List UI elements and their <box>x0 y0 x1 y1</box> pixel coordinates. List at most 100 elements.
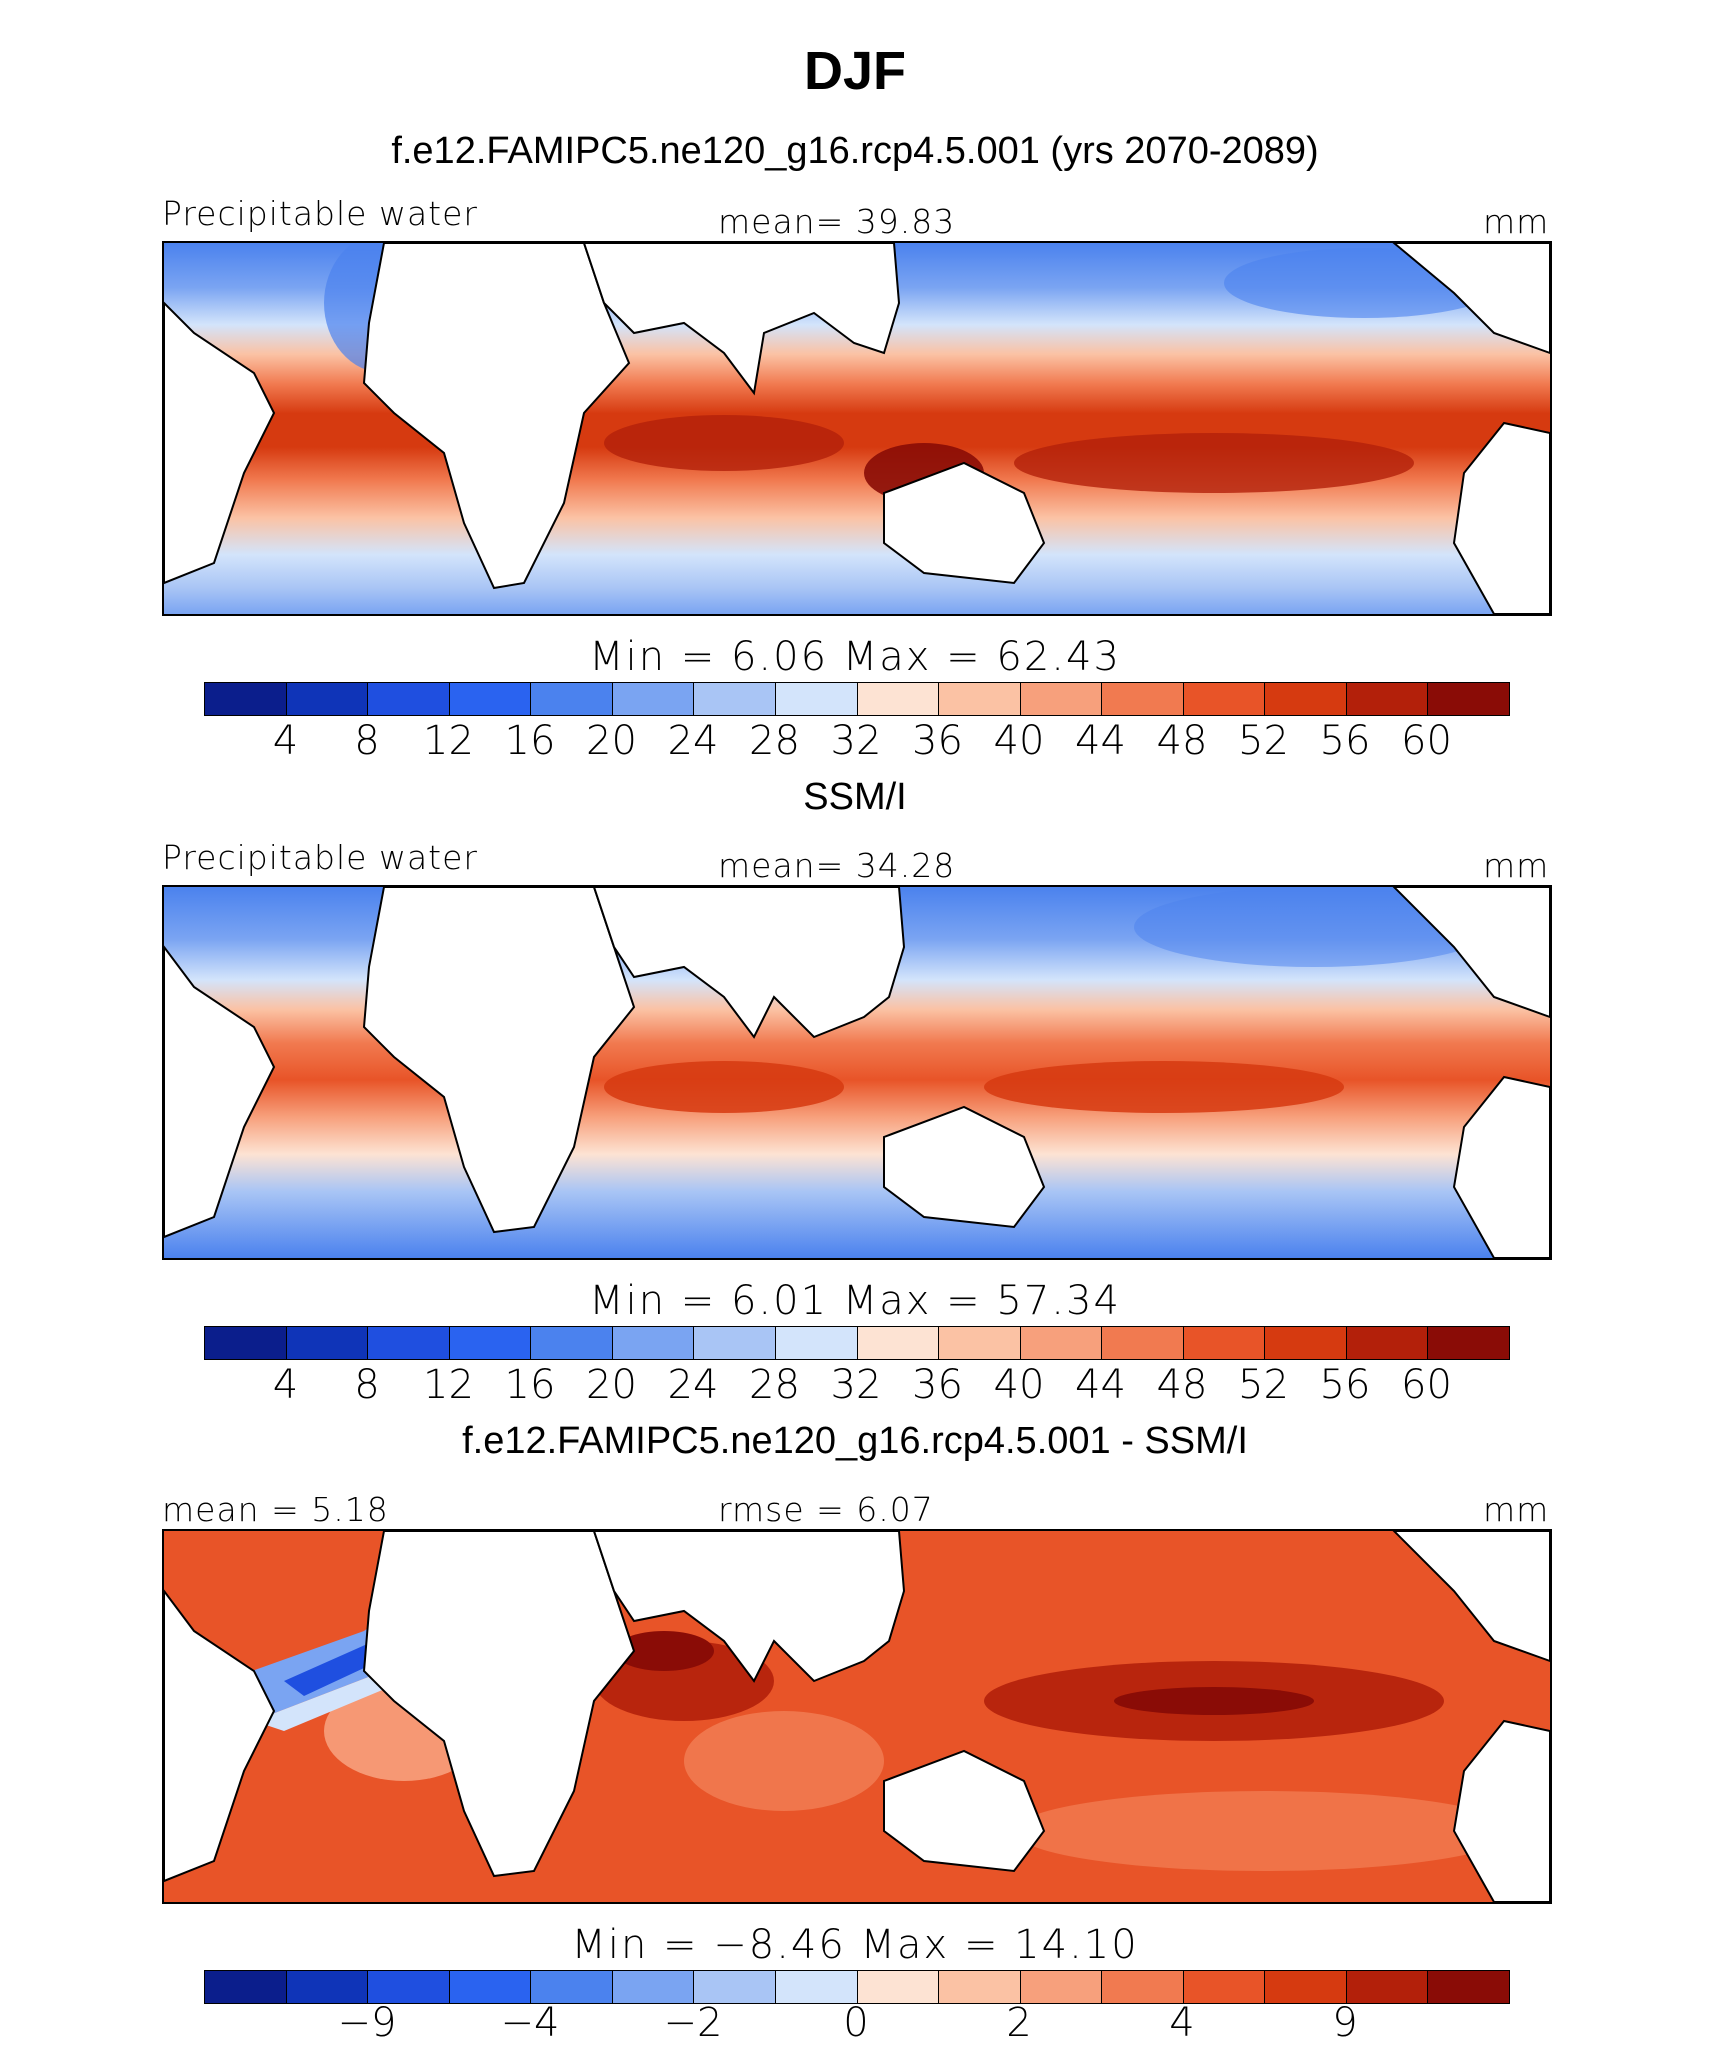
colorbar-cell <box>449 1327 532 1359</box>
colorbar-cell <box>1428 683 1509 715</box>
colorbar-cell <box>1183 1327 1266 1359</box>
colorbar-cell <box>1346 1971 1429 2003</box>
colorbar-tick-label: 56 <box>1319 718 1371 764</box>
colorbar-tick-label: 8 <box>354 718 380 764</box>
colorbar-cell <box>1265 1327 1347 1359</box>
colorbar-cell <box>531 683 613 715</box>
panel-3-mean-label: mean = 5.18 <box>162 1490 389 1529</box>
colorbar-cell <box>857 1971 940 2003</box>
colorbar-cell <box>1346 1327 1429 1359</box>
colorbar-cell <box>939 683 1021 715</box>
colorbar-tick-label: −2 <box>663 2000 723 2046</box>
colorbar-cell <box>1428 1327 1509 1359</box>
figure-title: DJF <box>803 41 906 101</box>
colorbar-cell <box>1183 1971 1266 2003</box>
colorbar-cell <box>531 1971 613 2003</box>
colorbar-cell <box>1102 1327 1184 1359</box>
colorbar-tick-label: 16 <box>504 718 556 764</box>
panel-1-mean-label: mean= 39.83 <box>718 202 956 241</box>
panel-1-heading: f.e12.FAMIPC5.ne120_g16.rcp4.5.001 (yrs … <box>391 130 1319 172</box>
panel-1-colorbar-ticks: 4 8 12 16 20 24 28 32 36 40 44 48 52 56 … <box>204 718 1508 766</box>
colorbar-tick-label: 0 <box>843 2000 869 2046</box>
colorbar-tick-label: 36 <box>912 718 963 764</box>
colorbar-tick-label: 16 <box>504 1362 556 1408</box>
panel-2-heading: SSM/I <box>803 776 907 818</box>
colorbar-cell <box>694 1971 776 2003</box>
colorbar-cell <box>205 1327 287 1359</box>
colorbar-cell <box>286 1971 369 2003</box>
colorbar-cell <box>1020 683 1103 715</box>
colorbar-cell <box>857 683 940 715</box>
colorbar-cell <box>368 683 450 715</box>
colorbar-cell <box>775 1327 858 1359</box>
colorbar-cell <box>1265 683 1347 715</box>
colorbar-tick-label: 36 <box>912 1362 963 1408</box>
colorbar-tick-label: −9 <box>337 2000 397 2046</box>
colorbar-tick-label: 44 <box>1075 1362 1126 1408</box>
panel-3-heading: f.e12.FAMIPC5.ne120_g16.rcp4.5.001 - SSM… <box>462 1420 1248 1462</box>
colorbar-cell <box>1428 1971 1509 2003</box>
colorbar-cell <box>1346 683 1429 715</box>
colorbar-cell <box>1265 1971 1347 2003</box>
colorbar-cell <box>694 683 776 715</box>
panel-1-colorbar <box>204 682 1510 716</box>
colorbar-tick-label: 44 <box>1075 718 1126 764</box>
colorbar-tick-label: 8 <box>354 1362 380 1408</box>
colorbar-tick-label: −4 <box>500 2000 560 2046</box>
colorbar-cell <box>775 683 858 715</box>
panel-1-variable-label: Precipitable water <box>162 194 478 233</box>
colorbar-cell <box>612 683 695 715</box>
colorbar-tick-label: 24 <box>667 718 719 764</box>
colorbar-cell <box>1102 683 1184 715</box>
colorbar-tick-label: 52 <box>1238 718 1289 764</box>
panel-1-units-label: mm <box>1483 202 1550 241</box>
panel-3-map <box>162 1529 1552 1904</box>
colorbar-cell <box>531 1327 613 1359</box>
colorbar-tick-label: 20 <box>586 718 637 764</box>
colorbar-cell <box>1020 1327 1103 1359</box>
colorbar-cell <box>449 683 532 715</box>
colorbar-tick-label: 32 <box>830 1362 882 1408</box>
colorbar-tick-label: 40 <box>993 1362 1045 1408</box>
panel-3-units-label: mm <box>1483 1490 1550 1529</box>
colorbar-tick-label: 52 <box>1238 1362 1289 1408</box>
panel-2-min-max: Min = 6.01 Max = 57.34 <box>589 1278 1121 1324</box>
panel-3-colorbar <box>204 1970 1510 2004</box>
colorbar-tick-label: 4 <box>272 1362 299 1408</box>
colorbar-tick-label: 56 <box>1319 1362 1371 1408</box>
colorbar-cell <box>939 1971 1021 2003</box>
colorbar-cell <box>286 683 369 715</box>
colorbar-tick-label: 24 <box>667 1362 719 1408</box>
colorbar-tick-label: 40 <box>993 718 1045 764</box>
colorbar-tick-label: 48 <box>1156 1362 1208 1408</box>
panel-2-units-label: mm <box>1483 846 1550 885</box>
colorbar-tick-label: 28 <box>749 1362 800 1408</box>
colorbar-tick-label: 32 <box>830 718 882 764</box>
colorbar-cell <box>939 1327 1021 1359</box>
colorbar-cell <box>205 683 287 715</box>
panel-2-colorbar-ticks: 4 8 12 16 20 24 28 32 36 40 44 48 52 56 … <box>204 1362 1508 1410</box>
colorbar-cell <box>612 1327 695 1359</box>
colorbar-tick-label: 12 <box>423 718 474 764</box>
panel-2-variable-label: Precipitable water <box>162 838 478 877</box>
colorbar-cell <box>368 1327 450 1359</box>
colorbar-tick-label: 48 <box>1156 718 1208 764</box>
colorbar-tick-label: 60 <box>1401 718 1452 764</box>
colorbar-cell <box>1020 1971 1103 2003</box>
colorbar-cell <box>775 1971 858 2003</box>
panel-1-min-max: Min = 6.06 Max = 62.43 <box>589 634 1121 680</box>
colorbar-cell <box>1183 683 1266 715</box>
panel-2-mean-label: mean= 34.28 <box>718 846 956 885</box>
colorbar-tick-label: 12 <box>423 1362 474 1408</box>
colorbar-tick-label: 28 <box>749 718 800 764</box>
colorbar-cell <box>449 1971 532 2003</box>
colorbar-tick-label: 9 <box>1332 2000 1358 2046</box>
colorbar-cell <box>1102 1971 1184 2003</box>
panel-2-colorbar <box>204 1326 1510 1360</box>
colorbar-tick-label: 60 <box>1401 1362 1452 1408</box>
colorbar-cell <box>286 1327 369 1359</box>
colorbar-cell <box>205 1971 287 2003</box>
panel-3-colorbar-ticks: −9 −4 −2 0 2 4 9 <box>204 2000 1508 2048</box>
colorbar-cell <box>694 1327 776 1359</box>
colorbar-cell <box>368 1971 450 2003</box>
